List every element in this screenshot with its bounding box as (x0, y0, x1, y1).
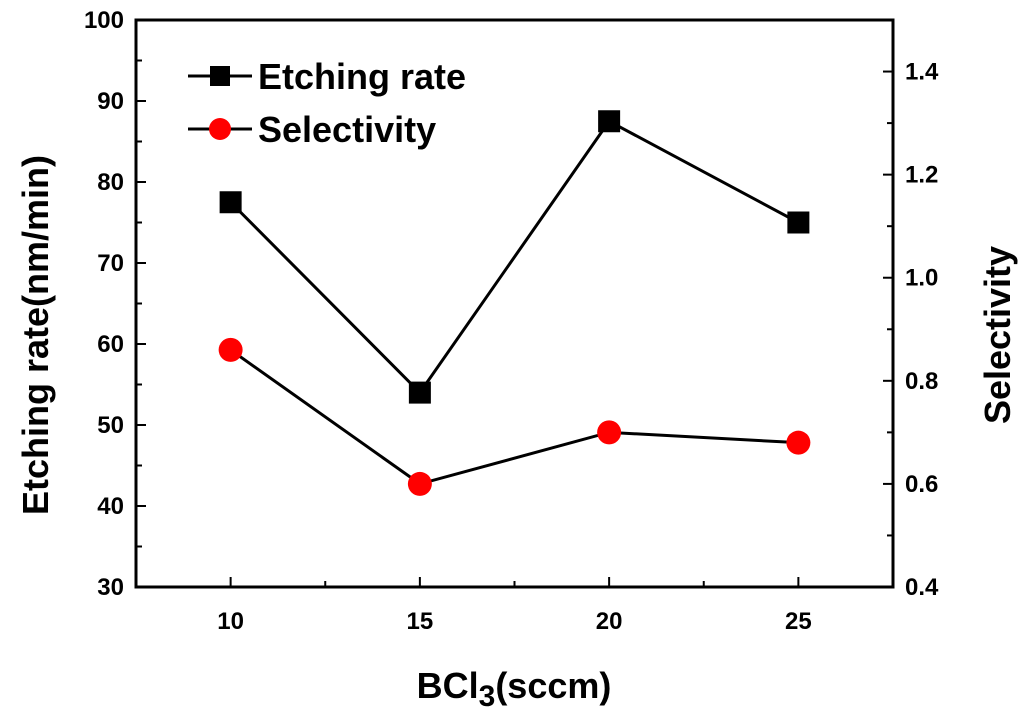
y-right-axis-title: Selectivity (977, 246, 1018, 424)
x-tick-label: 15 (407, 608, 434, 635)
y-right-tick-label: 1.2 (905, 162, 938, 189)
y-left-axis-title: Etching rate(nm/min) (15, 155, 56, 515)
y-left-tick-label: 60 (97, 331, 124, 358)
x-axis-title-subscript: 3 (479, 680, 496, 712)
y-left-tick-label: 30 (97, 574, 124, 601)
y-right-tick-label: 0.6 (905, 471, 938, 498)
y-right-tick-label: 0.4 (905, 574, 939, 601)
series-line-etching-rate (229, 119, 800, 395)
legend-square-marker (210, 66, 230, 86)
etching-rate-point (219, 191, 242, 214)
x-tick-label: 10 (217, 608, 244, 635)
legend: Etching rate Selectivity (188, 56, 466, 150)
y-left-tick-label: 90 (97, 88, 124, 115)
legend-label-selectivity: Selectivity (258, 109, 436, 150)
plot-frame (134, 18, 895, 589)
legend-label-etching-rate: Etching rate (258, 56, 466, 97)
legend-item-etching-rate: Etching rate (188, 56, 466, 97)
y-right-tick-label: 1.0 (905, 265, 938, 292)
x-axis-ticks: 10 15 20 25 (135, 577, 894, 635)
etching-rate-point (408, 381, 431, 404)
selectivity-point (218, 337, 243, 362)
etching-rate-point (787, 211, 810, 234)
x-axis-title: BCl3(sccm) (417, 665, 612, 712)
selectivity-point (597, 420, 622, 445)
x-axis-title-main: BCl (417, 665, 479, 706)
y-left-tick-label: 100 (84, 7, 124, 34)
y-left-tick-label: 80 (97, 169, 124, 196)
legend-circle-marker (209, 118, 231, 140)
y-left-tick-label: 70 (97, 250, 124, 277)
x-tick-label: 25 (785, 608, 812, 635)
y-right-tick-label: 1.4 (905, 59, 939, 86)
y-left-tick-label: 50 (97, 412, 124, 439)
x-tick-label: 20 (596, 608, 623, 635)
series-line-selectivity (229, 348, 799, 486)
x-axis-title-suffix: (sccm) (495, 665, 611, 706)
etching-rate-point (598, 110, 621, 133)
legend-item-selectivity: Selectivity (188, 109, 436, 150)
selectivity-point (786, 430, 811, 455)
y-right-tick-label: 0.8 (905, 368, 938, 395)
y-left-tick-label: 40 (97, 493, 124, 520)
series-layer (218, 110, 811, 496)
selectivity-point (407, 471, 432, 496)
left-axis-ticks: 30 40 50 60 70 80 90 100 (84, 7, 146, 601)
right-axis-ticks: 0.4 0.6 0.8 1.0 1.2 1.4 (883, 19, 939, 601)
